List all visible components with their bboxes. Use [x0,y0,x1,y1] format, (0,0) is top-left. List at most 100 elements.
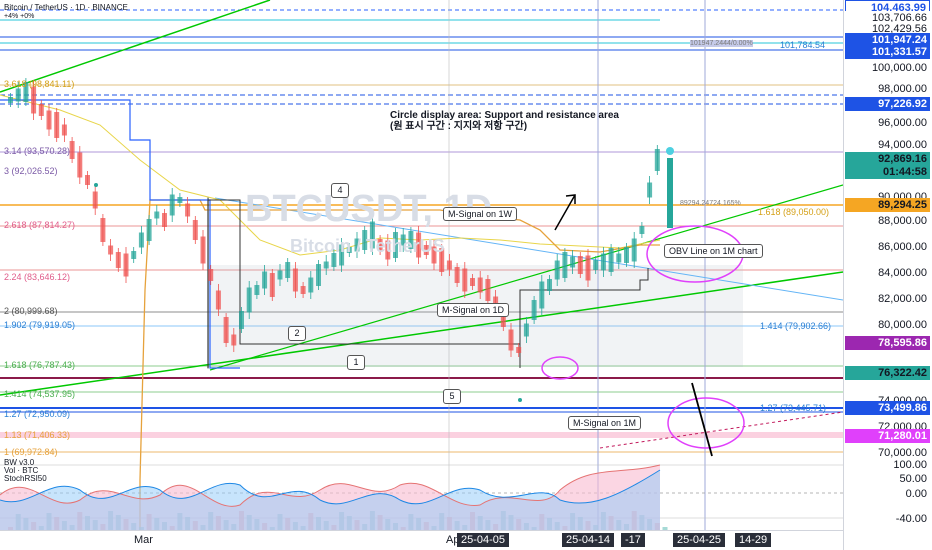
arrow-down [691,382,713,457]
time-label: 14-29 [735,533,772,547]
price-tag: 76,322.42 [845,366,930,380]
marker-1[interactable]: 1 [347,355,365,370]
candle-body [477,277,483,293]
candle-body [77,152,83,178]
candle-body [393,232,398,258]
candle-body [600,253,606,271]
candle-body [508,329,514,351]
oscillator-pane[interactable] [0,455,843,530]
osc-tick: 0.00 [905,488,927,500]
candle-body [377,239,383,251]
osc-legend-stoch: StochRSI50 [4,474,47,483]
price-tick: 70,000.00 [878,447,927,459]
osc-tick: 50.00 [899,473,927,485]
countdown-tag: 01:44:58 [845,165,930,179]
osc-legend-bw: BW v3.0 [4,458,35,467]
trend-line [0,271,843,396]
candle-body [246,287,252,313]
candle-body [423,245,429,255]
price-tick: 98,000.00 [878,83,927,95]
time-label: 25-04-14 [562,533,615,547]
marker-2[interactable]: 2 [288,326,306,341]
candle-body [331,253,337,267]
osc-legend-vol: Vol · BTC [4,466,39,475]
candle-body [562,252,568,278]
callout-obv-1m[interactable]: OBV Line on 1M chart [664,244,763,258]
marker-5[interactable]: 5 [443,389,461,404]
candle-body [631,238,637,262]
candle-body [146,219,152,241]
candle-body [516,347,522,353]
fib-label: 3.14 (93,570.28) [4,146,71,156]
fib-label: 2 (80,999.68) [4,306,58,316]
candle-body [92,191,98,209]
candle-body [446,260,452,270]
sr-circle [541,356,579,380]
candle-body [531,300,537,320]
price-chart-canvas[interactable] [0,0,843,530]
price-axis[interactable]: 100,000.00 98,000.00 96,000.00 94,000.00… [843,0,932,550]
price-tag: 73,499.86 [845,401,930,415]
annotation-line-1: Circle display area: Support and resista… [390,110,619,121]
price-tag: 101,331.57 [845,45,930,59]
price-tag: 97,226.92 [845,97,930,111]
arrow-up [554,194,576,231]
candle-body [162,213,167,227]
price-tick: 100,000.00 [871,62,927,74]
candle-body [100,218,106,242]
candle-body [647,182,653,198]
osc-tick: -40.00 [895,513,927,525]
annotation-text: Circle display area: Support and resista… [390,110,619,132]
price-tag: 103,706.66 [845,11,930,25]
fib-label: 1 (69,972.84) [4,447,58,457]
candle-body [223,317,229,343]
candle-body [654,149,660,171]
callout-msignal-1m[interactable]: M-Signal on 1M [568,416,642,430]
symbol-title[interactable]: Bitcoin / TetherUS · 1D · BINANCE [4,3,128,12]
fib-label-right: 101947.2444/0.00% [690,40,753,47]
candle-body [8,97,13,103]
candle-body [177,197,183,203]
candle-body [470,278,475,286]
candle-body [131,251,137,259]
fib-label-right: 1.27 (73,445.71) [760,403,827,413]
ma-line [139,199,660,530]
candle-body [262,271,268,289]
callout-msignal-1d[interactable]: M-Signal on 1D [437,303,510,317]
candle-body [454,267,460,283]
fib-label: 1.902 (79,919.05) [4,320,76,330]
candle-body [339,244,345,266]
marker-4[interactable]: 4 [331,183,349,198]
candle-body [431,246,437,264]
stoch-line [0,464,661,507]
candle-body [500,313,506,327]
time-axis[interactable]: Mar Ap 25-04-05 25-04-14 -17 25-04-25 14… [0,530,843,550]
candle-body [200,236,206,264]
candle-body [462,268,468,292]
candle-body [585,255,591,281]
fib-label: 1.13 (71,406.33) [4,430,71,440]
price-tick: 94,000.00 [878,139,927,151]
candle-body [192,220,198,240]
price-tick: 84,000.00 [878,267,927,279]
fib-label: 2.24 (83,646.12) [4,272,71,282]
candle-body [69,141,75,159]
price-tag: 102,429.56 [845,22,930,36]
candle-body [439,248,445,272]
name-watermark: Bitcoin / TetherUS [290,236,445,256]
candle-body [231,334,237,346]
candle-body [369,221,375,249]
candle-body [616,253,622,263]
candle-body [54,112,60,138]
candle-body [292,268,298,292]
callout-msignal-1w[interactable]: M-Signal on 1W [443,207,518,221]
fib-label: 1.27 (72,950.09) [4,409,71,419]
price-tick: 88,000.00 [878,215,927,227]
candle-body [215,290,221,310]
candle-body [362,230,368,250]
time-label: Mar [134,534,153,546]
candle-body [539,281,545,309]
candle-body [354,238,360,252]
arrow-up-head [565,194,576,204]
